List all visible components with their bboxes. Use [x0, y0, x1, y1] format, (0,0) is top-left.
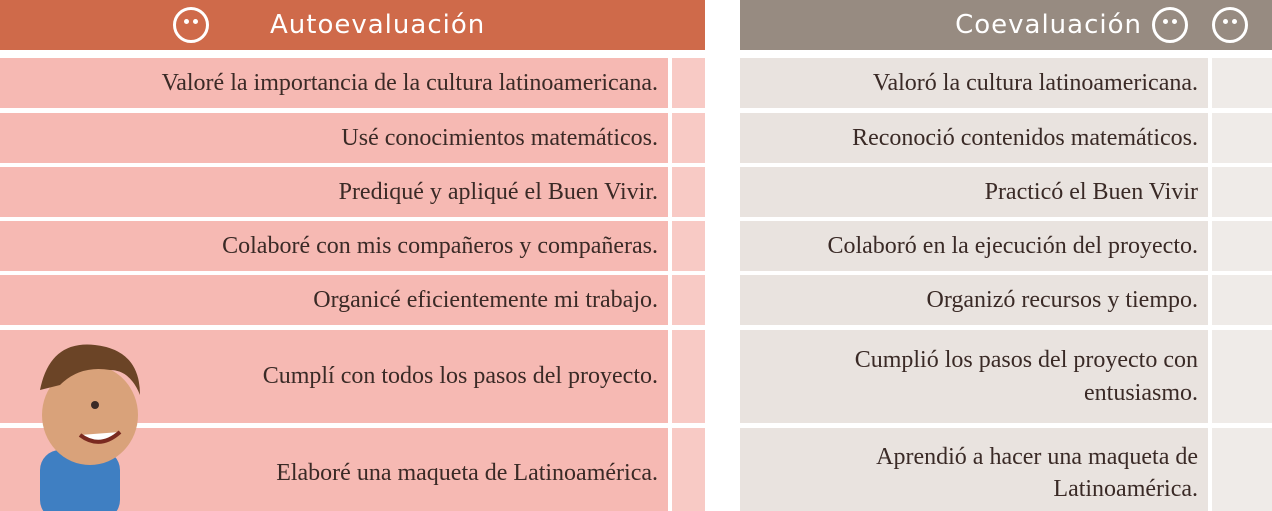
co-check — [1212, 275, 1272, 325]
auto-title: Autoevaluación — [270, 10, 486, 40]
auto-item: Valoré la importancia de la cultura lati… — [0, 58, 668, 108]
auto-item: Organicé eficientemente mi trabajo. — [0, 275, 668, 325]
co-check — [1212, 113, 1272, 163]
co-item: Colaboró en la ejecución del proyecto. — [740, 221, 1208, 271]
auto-item: Usé conocimientos matemáticos. — [0, 113, 668, 163]
auto-item: Colaboré con mis compañeros y compañeras… — [0, 221, 668, 271]
co-check — [1212, 221, 1272, 271]
face-icon — [1212, 7, 1248, 43]
auto-check — [672, 428, 705, 511]
co-item: Valoró la cultura latinoamericana. — [740, 58, 1208, 108]
co-item: Reconoció contenidos matemáticos. — [740, 113, 1208, 163]
co-title: Coevaluación — [955, 10, 1142, 40]
auto-check — [672, 275, 705, 325]
auto-check — [672, 58, 705, 108]
auto-check — [672, 330, 705, 423]
auto-item: Prediqué y apliqué el Buen Vivir. — [0, 167, 668, 217]
co-item: Aprendió a hacer una maqueta de Latinoam… — [740, 428, 1208, 511]
co-check — [1212, 330, 1272, 423]
co-check — [1212, 428, 1272, 511]
auto-check — [672, 221, 705, 271]
auto-header: Autoevaluación — [0, 0, 705, 50]
co-item: Practicó el Buen Vivir — [740, 167, 1208, 217]
co-check — [1212, 58, 1272, 108]
auto-check — [672, 167, 705, 217]
co-check — [1212, 167, 1272, 217]
auto-check — [672, 113, 705, 163]
co-header: Coevaluación — [740, 0, 1272, 50]
co-item: Organizó recursos y tiempo. — [740, 275, 1208, 325]
child-illustration — [40, 344, 140, 511]
face-icon — [173, 7, 209, 43]
co-item: Cumplió los pasos del proyecto con entus… — [740, 330, 1208, 423]
face-icon — [1152, 7, 1188, 43]
